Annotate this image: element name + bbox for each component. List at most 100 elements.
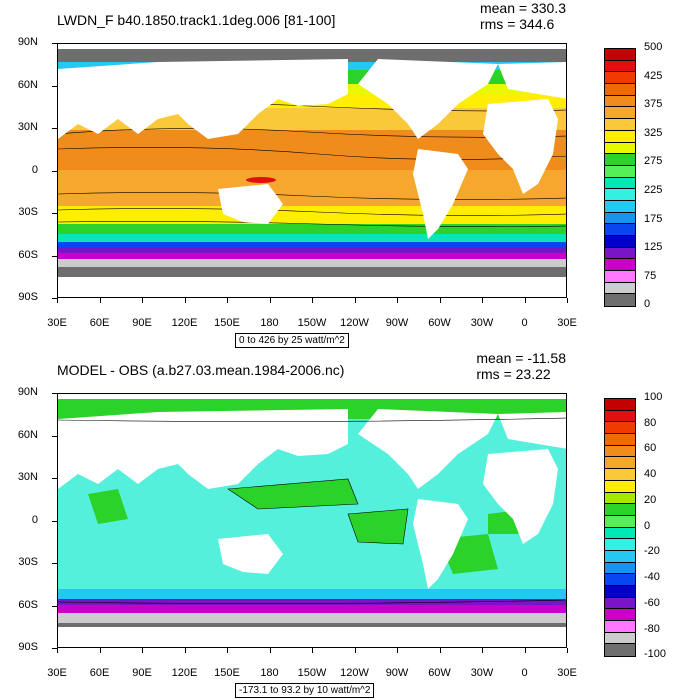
contour-range-label: -173.1 to 93.2 by 10 watt/m^2: [235, 683, 375, 698]
legend-label: -100: [644, 648, 667, 661]
legend-swatch: [605, 212, 635, 225]
lon-tick: [312, 648, 313, 653]
legend-swatch: [605, 586, 635, 598]
lon-tick: [142, 298, 143, 303]
legend-swatch: [605, 410, 635, 423]
legend-swatch: [605, 515, 635, 528]
legend-swatch: [605, 200, 635, 213]
legend-label: 100: [644, 391, 663, 403]
legend-swatch: [605, 609, 635, 622]
stats-block: mean = 330.3 rms = 344.6: [480, 0, 566, 32]
legend-swatch: [605, 445, 635, 458]
legend-swatch: [605, 539, 635, 551]
legend-label: 80: [644, 416, 657, 429]
legend-swatch: [605, 550, 635, 563]
lon-tick-label: 60W: [428, 317, 451, 329]
lon-tick-label: 120W: [340, 667, 369, 679]
lon-tick: [99, 648, 101, 653]
legend-swatch: [605, 84, 635, 96]
panel-title: LWDN_F b40.1850.track1.1deg.006 [81-100]: [57, 12, 336, 28]
legend-label: 125: [644, 241, 663, 254]
legend-swatch: [605, 177, 635, 190]
legend-label: 0: [644, 519, 651, 532]
lon-tick: [567, 648, 568, 653]
lat-tick-label: 90S: [18, 641, 38, 653]
lon-tick-label: 60E: [89, 317, 110, 329]
legend-swatch: [605, 107, 635, 120]
legend-label: 225: [644, 184, 663, 196]
legend-swatch: [605, 60, 635, 73]
legend-label: 325: [644, 126, 663, 139]
rms-value: rms = 23.22: [476, 366, 551, 382]
legend-label: -80: [644, 622, 660, 635]
lon-tick-label: 120W: [340, 317, 369, 329]
legend-swatch: [605, 574, 635, 586]
legend-swatch: [605, 492, 635, 505]
lon-tick-label: 30E: [557, 317, 577, 329]
lon-tick-label: 30E: [47, 667, 67, 679]
lon-tick: [354, 648, 356, 653]
legend-swatch: [605, 247, 635, 260]
lat-tick-label: 90N: [17, 386, 38, 398]
lat-tick: [52, 605, 57, 607]
lon-tick: [312, 298, 313, 303]
lat-tick: [52, 393, 57, 394]
legend-swatch: [605, 271, 635, 283]
lon-tick: [482, 648, 483, 653]
legend-swatch: [605, 434, 635, 446]
lon-tick: [482, 298, 483, 303]
legend-swatch: [605, 504, 635, 516]
lon-tick: [397, 298, 398, 303]
lon-tick-label: 90W: [385, 317, 409, 329]
stats-block: mean = -11.58 rms = 23.22: [476, 350, 566, 382]
lon-tick: [524, 648, 526, 653]
legend-swatch: [605, 142, 635, 155]
lon-tick-label: 150E: [214, 317, 240, 329]
lon-tick: [269, 298, 271, 303]
lon-tick-label: 90E: [132, 317, 152, 329]
lat-tick: [52, 43, 57, 44]
lat-tick-label: 30N: [17, 471, 38, 483]
map-plot: [57, 43, 567, 298]
lat-tick-label: 0: [31, 163, 38, 176]
lat-tick-label: 60S: [18, 248, 38, 261]
legend-swatch: [605, 224, 635, 236]
legend-swatch: [605, 644, 635, 657]
legend-swatch: [605, 154, 635, 166]
lon-tick-label: 120E: [171, 317, 198, 329]
mean-value: mean = 330.3: [479, 0, 566, 16]
lon-tick-label: 150W: [297, 317, 327, 329]
legend-swatch: [605, 457, 635, 470]
lat-tick: [52, 435, 57, 437]
lat-tick: [52, 298, 57, 299]
lon-tick-label: 180: [260, 667, 279, 679]
lon-tick-label: 150E: [214, 667, 240, 679]
legend-swatch: [605, 130, 635, 143]
lon-tick: [397, 648, 398, 653]
lon-tick-label: 120E: [171, 667, 198, 679]
legend-label: -60: [644, 596, 660, 609]
legend-swatch: [605, 597, 635, 610]
legend-label: 375: [644, 98, 663, 111]
color-legend: [604, 398, 636, 658]
legend-label: 60: [644, 442, 657, 455]
legend-swatch: [605, 165, 635, 178]
legend-label: 20: [644, 493, 657, 506]
lon-tick-label: 30E: [557, 667, 577, 679]
lat-tick: [52, 255, 57, 257]
lat-tick-label: 90S: [18, 291, 38, 303]
legend-swatch: [605, 527, 635, 540]
lon-tick: [269, 648, 271, 653]
legend-label: 75: [644, 269, 657, 282]
lon-tick: [57, 298, 58, 303]
lon-tick: [524, 298, 526, 303]
lat-tick-label: 90N: [17, 36, 38, 48]
lon-tick-label: 150W: [297, 667, 327, 679]
map-graphic: [58, 394, 566, 647]
legend-swatch: [605, 119, 635, 131]
lon-tick: [439, 298, 441, 303]
lon-tick: [227, 298, 228, 303]
lon-tick-label: 90E: [132, 667, 152, 679]
legend-swatch: [605, 189, 635, 201]
legend-swatch: [605, 562, 635, 575]
